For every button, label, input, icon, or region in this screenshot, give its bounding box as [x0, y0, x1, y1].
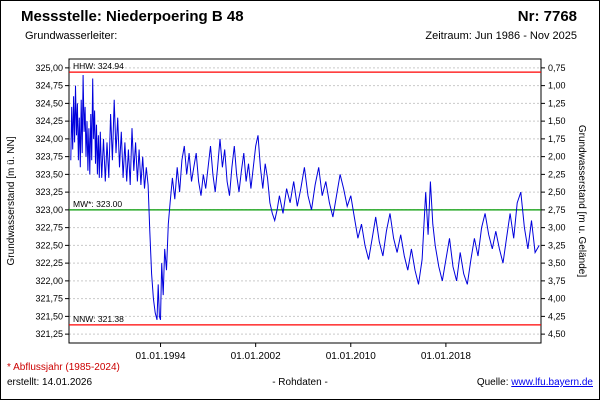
- right-tick-label: 3,50: [548, 258, 566, 268]
- left-tick-label: 323,00: [35, 205, 63, 215]
- right-tick-label: 4,50: [548, 329, 566, 339]
- created-date: erstellt: 14.01.2026: [7, 377, 93, 388]
- right-tick-label: 3,00: [548, 223, 566, 233]
- left-tick-label: 323,50: [35, 169, 63, 179]
- right-tick-label: 4,25: [548, 311, 566, 321]
- left-tick-label: 324,50: [35, 98, 63, 108]
- right-tick-label: 3,25: [548, 240, 566, 250]
- right-tick-label: 4,00: [548, 294, 566, 304]
- left-tick-label: 325,00: [35, 63, 63, 73]
- x-tick-label: 01.01.2002: [231, 351, 281, 362]
- plot-border: [68, 58, 542, 344]
- right-tick-label: 3,75: [548, 276, 566, 286]
- right-tick-label: 1,75: [548, 134, 566, 144]
- right-tick-label: 1,00: [548, 81, 566, 91]
- left-tick-label: 322,50: [35, 240, 63, 250]
- refline-label-mw: MW*: 323.00: [73, 199, 122, 209]
- source-label: Quelle:: [476, 377, 509, 388]
- y-axis-title-left: Grundwasserstand [m ü. NN]: [6, 136, 17, 265]
- right-tick-label: 2,00: [548, 152, 566, 162]
- left-tick-label: 321,75: [35, 294, 63, 304]
- right-tick-label: 2,25: [548, 169, 566, 179]
- left-tick-label: 321,25: [35, 329, 63, 339]
- left-tick-label: 324,75: [35, 81, 63, 91]
- data-type-label: - Rohdaten -: [272, 377, 328, 388]
- left-tick-label: 324,25: [35, 116, 63, 126]
- right-tick-label: 2,75: [548, 205, 566, 215]
- left-tick-label: 322,00: [35, 276, 63, 286]
- right-tick-label: 1,25: [548, 98, 566, 108]
- source-link[interactable]: www.lfu.bayern.de: [511, 377, 593, 388]
- left-tick-label: 324,00: [35, 134, 63, 144]
- aquifer-label: Grundwasserleiter:: [25, 30, 118, 42]
- refline-label-hhw: HHW: 324.94: [73, 61, 124, 71]
- left-tick-label: 322,75: [35, 223, 63, 233]
- left-tick-label: 322,25: [35, 258, 63, 268]
- x-tick-label: 01.01.1994: [136, 351, 186, 362]
- left-tick-label: 321,50: [35, 311, 63, 321]
- x-tick-label: 01.01.2010: [326, 351, 376, 362]
- left-tick-label: 323,75: [35, 152, 63, 162]
- right-tick-label: 2,50: [548, 187, 566, 197]
- right-tick-label: 1,50: [548, 116, 566, 126]
- groundwater-level-chart: 325,00 0,75 324,75 1,00 324,50 1,25 324,25 1,50…: [6, 58, 587, 362]
- x-tick-label: 01.01.2018: [421, 351, 471, 362]
- refline-label-nnw: NNW: 321.38: [73, 314, 124, 324]
- footnote-abflussjahr: * Abflussjahr (1985-2024): [7, 362, 120, 373]
- time-period: Zeitraum: Jun 1986 - Nov 2025: [425, 30, 577, 42]
- y-axis-title-right: Grundwasserstand [m u. Gelände]: [576, 125, 587, 278]
- station-number: Nr: 7768: [517, 8, 577, 25]
- source-line: Quelle: www.lfu.bayern.de: [477, 377, 593, 388]
- right-tick-label: 0,75: [548, 63, 566, 73]
- left-tick-label: 323,25: [35, 187, 63, 197]
- page-title: Messstelle: Niederpoering B 48: [21, 8, 244, 25]
- series-line: [70, 74, 540, 321]
